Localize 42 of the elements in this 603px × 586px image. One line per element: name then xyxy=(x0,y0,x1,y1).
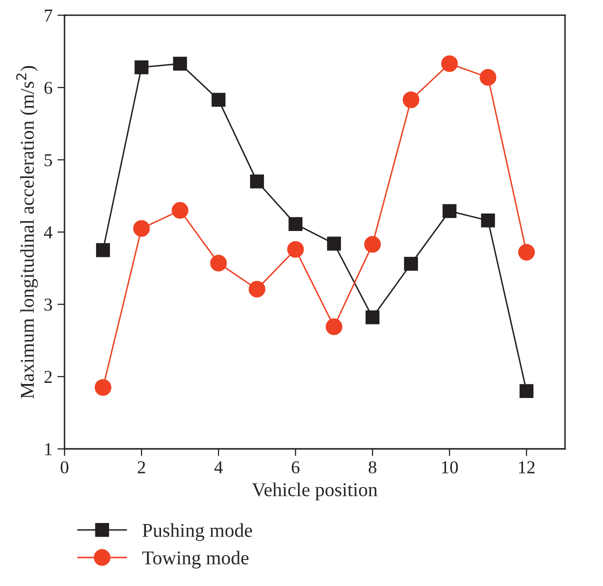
point xyxy=(480,69,496,86)
point xyxy=(288,217,302,232)
point xyxy=(172,202,188,219)
point xyxy=(287,241,304,258)
y-tick-label: 3 xyxy=(44,298,52,311)
x-axis-title: Vehicle position xyxy=(252,482,378,500)
y-tick-label: 2 xyxy=(44,370,52,383)
point xyxy=(441,55,458,72)
point xyxy=(326,318,342,336)
y-tick-label: 5 xyxy=(44,154,52,166)
x-tick-label: 2 xyxy=(138,461,146,474)
y-tick-label: 7 xyxy=(44,10,52,22)
point xyxy=(404,256,418,271)
point xyxy=(212,92,226,107)
x-tick-label: 8 xyxy=(368,461,376,474)
point xyxy=(442,204,456,218)
legend-label: Pushing mode xyxy=(142,523,252,541)
point xyxy=(520,384,534,398)
x-tick-label: 6 xyxy=(292,461,300,474)
x-tick-label: 10 xyxy=(442,461,458,474)
point xyxy=(518,244,535,261)
point xyxy=(402,91,420,108)
y-axis-title: Maximum longitudinal acceleration (m/s$^{2}$) xyxy=(16,66,38,399)
point xyxy=(327,236,341,251)
x-tick-label: 4 xyxy=(214,461,223,474)
y-tick-label: 4 xyxy=(44,226,52,238)
point xyxy=(364,236,381,253)
point xyxy=(481,214,495,228)
point xyxy=(366,310,380,324)
point xyxy=(248,280,266,298)
legend-label: Towing mode xyxy=(142,550,248,568)
point xyxy=(250,174,264,188)
point xyxy=(173,56,187,71)
point xyxy=(210,254,227,272)
point xyxy=(94,379,112,396)
y-tick-label: 6 xyxy=(44,82,52,94)
y-tick-label: 1 xyxy=(45,443,52,456)
point xyxy=(133,220,150,237)
point xyxy=(96,243,110,258)
x-tick-label: 0 xyxy=(60,461,68,474)
x-tick-label: 12 xyxy=(519,461,535,474)
point xyxy=(134,60,148,74)
